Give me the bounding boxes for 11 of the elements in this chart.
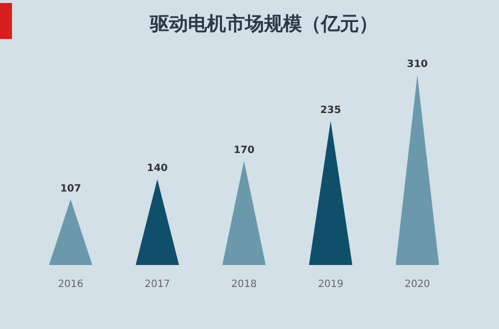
data-label: 235 xyxy=(320,104,342,116)
x-tick-label: 2016 xyxy=(58,279,84,290)
x-tick-label: 2018 xyxy=(231,279,257,290)
x-tick-label: 2017 xyxy=(144,279,170,290)
data-label: 107 xyxy=(60,183,82,194)
data-label: 170 xyxy=(234,144,254,156)
chart-title: 驱动电机市场规模（亿元） xyxy=(149,13,378,35)
data-label: 310 xyxy=(406,59,428,70)
x-tick-label: 2019 xyxy=(318,279,344,290)
x-tick-label: 2020 xyxy=(404,279,430,290)
data-label: 140 xyxy=(146,163,168,174)
